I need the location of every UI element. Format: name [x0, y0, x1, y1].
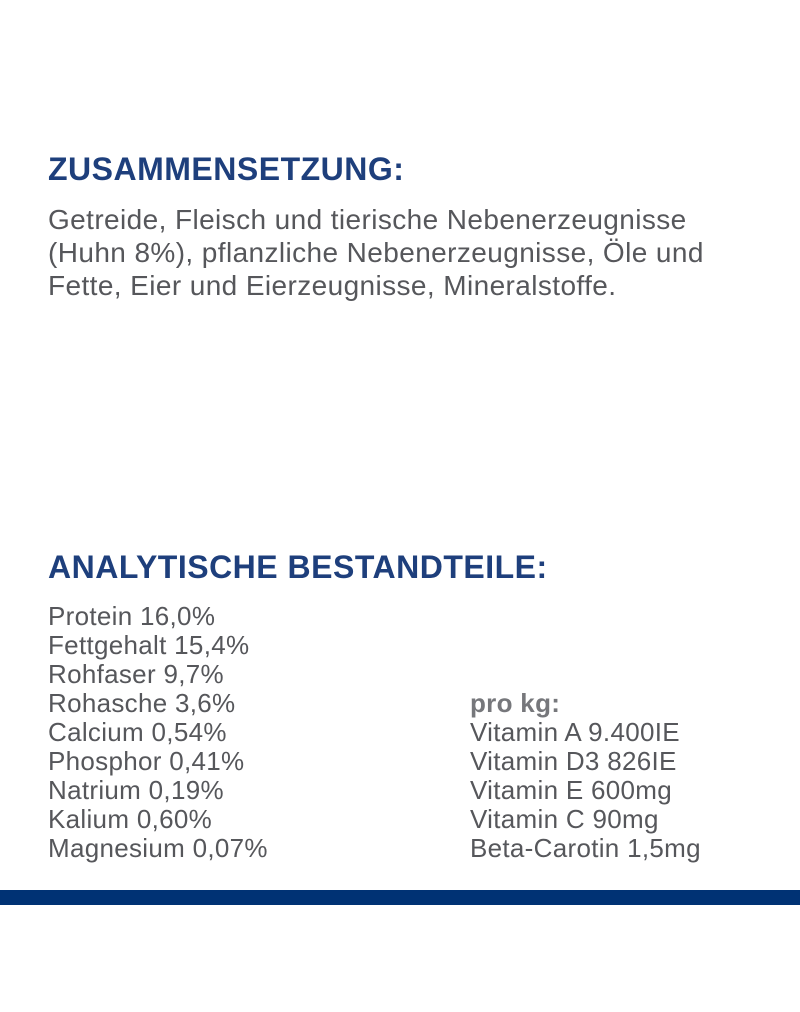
nutrient-row: Rohfaser 9,7%: [48, 660, 268, 689]
vitamin-value: 826IE: [607, 746, 677, 776]
vitamin-value: 1,5mg: [627, 833, 701, 863]
nutrient-row: Natrium 0,19%: [48, 776, 268, 805]
composition-text-line: (Huhn 8%), pflanzliche Nebenerzeugnisse,…: [48, 237, 704, 268]
footer-bar: [0, 890, 800, 905]
nutrient-name: Rohasche: [48, 688, 168, 718]
vitamin-name: Beta-Carotin: [470, 833, 620, 863]
composition-text-line: Fette, Eier und Eierzeugnisse, Mineralst…: [48, 270, 617, 301]
vitamin-name: Vitamin A: [470, 717, 581, 747]
per-kg-list: pro kg: Vitamin A 9.400IE Vitamin D3 826…: [470, 689, 701, 863]
vitamin-name: Vitamin D3: [470, 746, 600, 776]
vitamin-row: Vitamin D3 826IE: [470, 747, 701, 776]
nutrient-value: 16,0%: [140, 601, 216, 631]
nutrient-name: Phosphor: [48, 746, 162, 776]
nutrient-row: Protein 16,0%: [48, 602, 268, 631]
vitamin-row: Vitamin C 90mg: [470, 805, 701, 834]
nutrient-row: Kalium 0,60%: [48, 805, 268, 834]
nutrient-value: 3,6%: [175, 688, 236, 718]
nutrient-value: 0,19%: [148, 775, 224, 805]
vitamin-row: Beta-Carotin 1,5mg: [470, 834, 701, 863]
nutrient-name: Natrium: [48, 775, 142, 805]
vitamin-value: 90mg: [592, 804, 659, 834]
vitamin-row: Vitamin E 600mg: [470, 776, 701, 805]
vitamin-name: Vitamin E: [470, 775, 584, 805]
per-kg-label: pro kg:: [470, 688, 561, 718]
nutrient-row: Fettgehalt 15,4%: [48, 631, 268, 660]
nutrient-name: Rohfaser: [48, 659, 156, 689]
nutrient-value: 9,7%: [163, 659, 224, 689]
nutrient-list: Protein 16,0% Fettgehalt 15,4% Rohfaser …: [48, 602, 268, 863]
nutrient-row: Rohasche 3,6%: [48, 689, 268, 718]
nutrient-name: Calcium: [48, 717, 145, 747]
nutrient-value: 15,4%: [174, 630, 250, 660]
nutrient-name: Protein: [48, 601, 133, 631]
nutrient-row: Calcium 0,54%: [48, 718, 268, 747]
nutrient-value: 0,07%: [192, 833, 268, 863]
nutrient-row: Magnesium 0,07%: [48, 834, 268, 863]
vitamin-name: Vitamin C: [470, 804, 585, 834]
nutrient-value: 0,41%: [169, 746, 245, 776]
composition-text: Getreide, Fleisch und tierische Nebenerz…: [48, 203, 704, 302]
composition-heading: ZUSAMMENSETZUNG:: [48, 151, 405, 187]
nutrient-name: Magnesium: [48, 833, 186, 863]
nutrient-name: Kalium: [48, 804, 130, 834]
nutrient-name: Fettgehalt: [48, 630, 167, 660]
nutrient-value: 0,54%: [151, 717, 227, 747]
analytical-heading: ANALYTISCHE BESTANDTEILE:: [48, 549, 548, 585]
nutrient-value: 0,60%: [136, 804, 213, 834]
composition-text-line: Getreide, Fleisch und tierische Nebenerz…: [48, 204, 687, 235]
nutrient-row: Phosphor 0,41%: [48, 747, 268, 776]
vitamin-value: 9.400IE: [588, 717, 680, 747]
vitamin-row: Vitamin A 9.400IE: [470, 718, 701, 747]
vitamin-value: 600mg: [591, 775, 673, 805]
